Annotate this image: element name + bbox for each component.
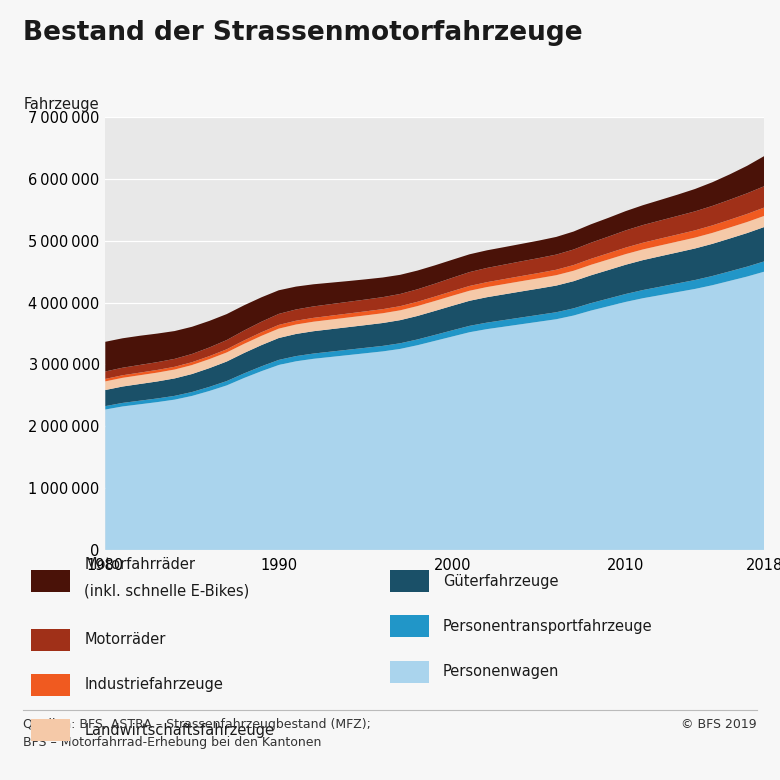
Text: (inkl. schnelle E-Bikes): (inkl. schnelle E-Bikes) <box>84 583 250 598</box>
Text: Motorräder: Motorräder <box>84 632 165 647</box>
Text: Industriefahrzeuge: Industriefahrzeuge <box>84 677 223 693</box>
Text: Quellen: BFS, ASTRA – Strassenfahrzeugbestand (MFZ);
BFS – Motorfahrrad-Erhebung: Quellen: BFS, ASTRA – Strassenfahrzeugbe… <box>23 718 371 749</box>
Text: Motorfahrräder: Motorfahrräder <box>84 557 195 572</box>
Text: Güterfahrzeuge: Güterfahrzeuge <box>443 573 558 589</box>
Text: Fahrzeuge: Fahrzeuge <box>23 98 99 112</box>
Text: Personentransportfahrzeuge: Personentransportfahrzeuge <box>443 619 653 634</box>
Text: © BFS 2019: © BFS 2019 <box>681 718 757 731</box>
Text: Personenwagen: Personenwagen <box>443 664 559 679</box>
Text: Bestand der Strassenmotorfahrzeuge: Bestand der Strassenmotorfahrzeuge <box>23 20 583 45</box>
Text: Landwirtschaftsfahrzeuge: Landwirtschaftsfahrzeuge <box>84 722 275 738</box>
